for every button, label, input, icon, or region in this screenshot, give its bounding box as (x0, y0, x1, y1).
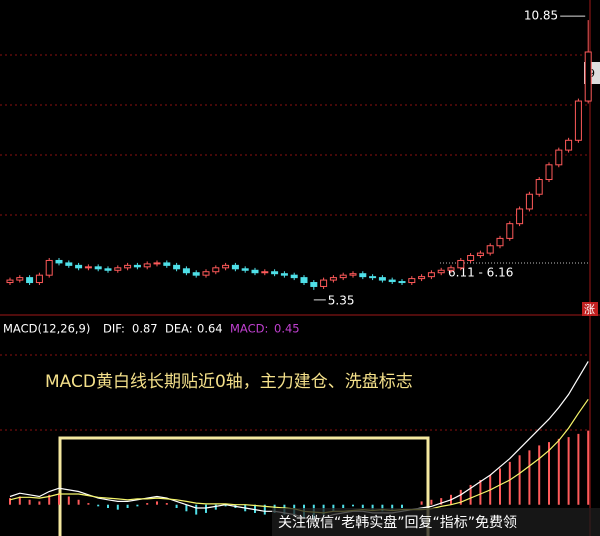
candle-body (329, 277, 337, 281)
candle-body (241, 268, 249, 271)
candle-body (427, 272, 435, 278)
candle-body (378, 277, 386, 281)
candle-body (525, 193, 533, 210)
candle-body (192, 272, 200, 276)
candle-body (212, 267, 220, 273)
candle-body (418, 276, 426, 280)
candle-body (261, 271, 269, 274)
high-label: 10.85 (524, 9, 558, 23)
candle-body (26, 277, 34, 284)
candle-body (45, 259, 53, 276)
price-grid (0, 54, 590, 216)
watermark: 关注微信“老韩实盘”回复“指标”免费领 (278, 514, 517, 531)
legend-name: DIF: (103, 322, 125, 336)
candle-body (182, 268, 190, 274)
candle-body (555, 149, 563, 166)
candle-body (124, 264, 132, 269)
candle-body (251, 269, 259, 274)
range-label: 6.11 - 6.16 (448, 266, 513, 280)
candle-body (84, 266, 92, 269)
candle-body (437, 269, 445, 274)
candle-body (280, 273, 288, 276)
legend-value: 0.87 (132, 322, 158, 336)
candle-body (359, 273, 367, 278)
candle-body (388, 279, 396, 283)
candle-body (310, 282, 318, 287)
candle-body (75, 264, 83, 269)
candle-body (222, 264, 230, 269)
candle-body (300, 277, 308, 284)
candle-body (290, 274, 298, 279)
candle-body (565, 139, 573, 151)
candle-body (114, 267, 122, 271)
candle-body (584, 51, 592, 102)
candle-body (133, 264, 141, 268)
candle-body (349, 273, 357, 276)
candle-body (516, 208, 524, 225)
candle-body (339, 274, 347, 279)
candle-body (369, 276, 377, 279)
candle-body (6, 279, 14, 284)
candle-body (104, 268, 112, 271)
candle-body (16, 277, 24, 281)
candle-body (143, 263, 151, 268)
candle-body (55, 259, 63, 264)
badge-box (582, 302, 598, 316)
candle-body (457, 259, 465, 269)
badge: 涨 (584, 303, 595, 316)
candle-body (408, 278, 416, 284)
candle-body (486, 245, 494, 254)
candle-body (496, 237, 504, 247)
low-label: 5.35 (328, 293, 355, 307)
candle-body (65, 262, 73, 266)
candle-body (202, 271, 210, 276)
candle-body (163, 262, 171, 266)
candle-body (476, 252, 484, 257)
candle-body (271, 271, 279, 275)
legend-name: MACD: (230, 322, 268, 336)
candle-body (535, 179, 543, 195)
legend-value: 0.45 (274, 322, 300, 336)
candle-body (153, 262, 161, 265)
candle-body (173, 264, 181, 270)
macd-title: MACD(12,26,9) (3, 322, 90, 336)
candle-body (447, 267, 455, 271)
candle-body (94, 266, 102, 270)
watermark-bg (272, 508, 600, 536)
candle-body (320, 279, 328, 287)
candle-body (231, 264, 239, 270)
candle-body (398, 281, 406, 284)
candle-body (574, 100, 582, 141)
candle-body (506, 223, 514, 239)
candle-body (467, 255, 475, 261)
candle-body (545, 164, 553, 181)
legend-name: DEA: (165, 322, 193, 336)
legend-value: 0.64 (197, 322, 223, 336)
annotation: MACD黄白线长期贴近0轴，主力建仓、洗盘标志 (45, 372, 413, 392)
candle-body (35, 274, 43, 284)
